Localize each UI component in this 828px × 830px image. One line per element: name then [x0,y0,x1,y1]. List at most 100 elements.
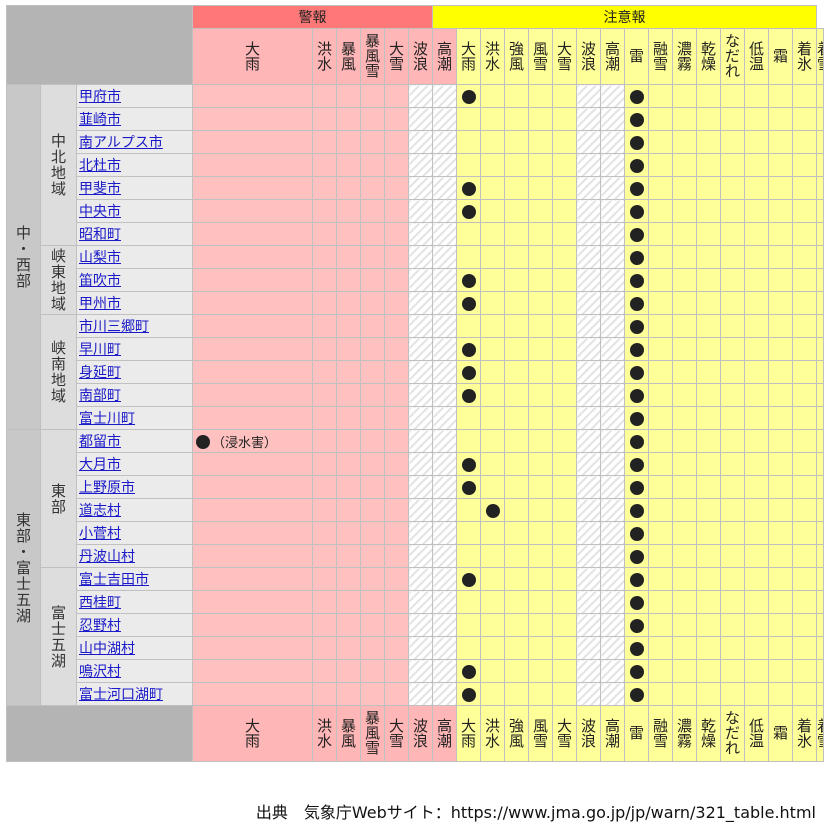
warning-cell [360,498,386,522]
top-advisory-col-header: 波浪 [576,28,602,85]
advisory-cell [552,498,578,522]
warning-cell [336,314,362,338]
advisory-cell [600,544,626,568]
advisory-dot-icon [461,182,476,196]
city-link[interactable]: 韮崎市 [79,112,121,128]
city-link[interactable]: 南アルプス市 [79,135,163,151]
advisory-cell [456,452,482,476]
advisory-cell [456,406,482,430]
city-link[interactable]: 市川三郷町 [79,319,149,335]
warning-cell [336,475,362,499]
advisory-cell [624,314,650,338]
advisory-dot-icon [629,251,644,265]
bottom-warning-col-header: 大雪 [384,705,410,762]
warning-cell [408,613,434,637]
advisory-cell [744,130,770,154]
advisory-cell [768,291,794,315]
advisory-cell [696,567,722,591]
city-link[interactable]: 忍野村 [79,618,121,634]
advisory-cell [744,245,770,269]
advisory-cell [552,222,578,246]
advisory-cell [600,107,626,131]
city-link[interactable]: 身延町 [79,365,121,381]
top-advisory-col-header: 霜 [768,28,794,85]
advisory-cell [504,360,530,384]
warning-cell [384,314,410,338]
warning-cell [408,659,434,683]
advisory-cell [456,130,482,154]
city-link[interactable]: 丹波山村 [79,549,135,565]
advisory-cell [480,452,506,476]
city-link[interactable]: 富士河口湖町 [79,687,163,703]
table-row: 笛吹市 [7,268,824,292]
city-link[interactable]: 山梨市 [79,250,121,266]
advisory-cell [576,383,602,407]
advisory-cell [672,590,698,614]
warning-cell [336,222,362,246]
warning-cell [432,406,458,430]
advisory-cell [528,613,554,637]
advisory-cell [576,636,602,660]
advisory-cell [480,314,506,338]
city-link[interactable]: 小菅村 [79,526,121,542]
city-link[interactable]: 道志村 [79,503,121,519]
city-link[interactable]: 鳴沢村 [79,664,121,680]
city-link[interactable]: 大月市 [79,457,121,473]
city-link[interactable]: 西桂町 [79,595,121,611]
advisory-cell [672,406,698,430]
city-link[interactable]: 甲府市 [79,89,121,105]
warning-cell [192,291,314,315]
warning-cell [360,383,386,407]
city-link[interactable]: 早川町 [79,342,121,358]
warning-cell [360,544,386,568]
advisory-cell [744,636,770,660]
city-link[interactable]: 南部町 [79,388,121,404]
advisory-cell [816,268,824,292]
warning-cell [408,176,434,200]
advisory-cell [600,682,626,706]
city-link[interactable]: 昭和町 [79,227,121,243]
advisory-cell [552,337,578,361]
top-advisory-col-header: 雷 [624,28,650,85]
advisory-cell [552,314,578,338]
warning-cell [384,337,410,361]
advisory-cell [816,636,824,660]
advisory-cell [672,268,698,292]
advisory-cell [672,475,698,499]
advisory-cell [696,337,722,361]
city-link[interactable]: 甲斐市 [79,181,121,197]
city-link[interactable]: 富士吉田市 [79,572,149,588]
city-link[interactable]: 甲州市 [79,296,121,312]
city-link[interactable]: 中央市 [79,204,121,220]
city-link[interactable]: 富士川町 [79,411,135,427]
advisory-cell [528,130,554,154]
city-link[interactable]: 北杜市 [79,158,121,174]
city-name: 昭和町 [75,222,194,246]
advisory-cell [672,429,698,453]
advisory-cell [456,153,482,177]
warning-cell [336,498,362,522]
advisory-cell [600,337,626,361]
advisory-cell [816,130,824,154]
top-advisory-col-header: 高潮 [600,28,626,85]
bottom-advisory-col-header: 融雪 [648,705,674,762]
advisory-cell [696,498,722,522]
table-row: 鳴沢村 [7,659,824,683]
city-link[interactable]: 上野原市 [79,480,135,496]
city-link[interactable]: 都留市 [79,434,121,450]
advisory-cell [672,291,698,315]
city-link[interactable]: 笛吹市 [79,273,121,289]
city-link[interactable]: 山中湖村 [79,641,135,657]
warning-cell [312,107,338,131]
advisory-cell [696,659,722,683]
warning-cell [312,314,338,338]
advisory-cell [624,498,650,522]
advisory-cell [528,360,554,384]
advisory-cell [768,383,794,407]
advisory-cell [720,84,746,108]
advisory-dot-icon [629,481,644,495]
advisory-cell [648,383,674,407]
city-name: 丹波山村 [75,544,194,568]
advisory-cell [504,636,530,660]
advisory-cell [528,245,554,269]
